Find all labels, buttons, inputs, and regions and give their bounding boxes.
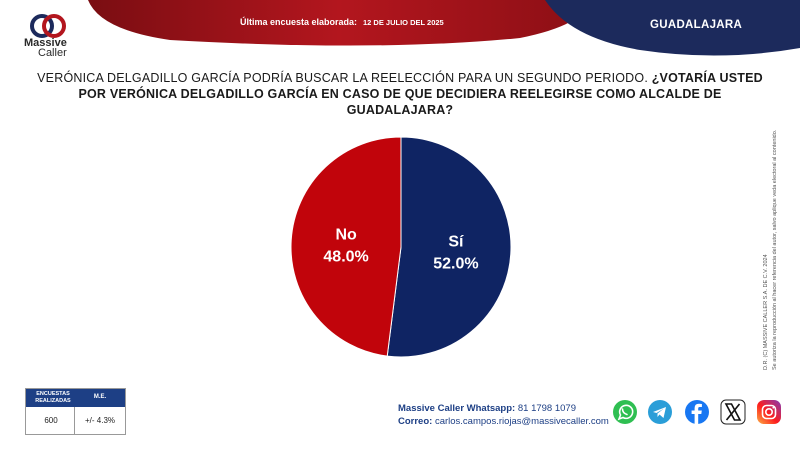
city-label: GUADALAJARA xyxy=(650,19,743,31)
telegram-icon[interactable] xyxy=(646,398,674,426)
facebook-icon[interactable] xyxy=(683,398,711,426)
whatsapp-contact: Massive Caller Whatsapp: 81 1798 1079 xyxy=(398,403,576,414)
header-background xyxy=(88,0,800,56)
pie-slice-no xyxy=(290,136,402,357)
pie-value-0: 52.0% xyxy=(433,255,478,272)
date-value: 12 DE JULIO DEL 2025 xyxy=(363,18,444,27)
email-contact: Correo: carlos.campos.riojas@massivecall… xyxy=(398,416,609,427)
copyright-note: D.R. (C) MASSIVE CALLER S.A. DE C.V. 202… xyxy=(763,130,778,370)
stats-header-me: M.E. xyxy=(93,394,107,400)
pie-chart: Sí 52.0% No 48.0% xyxy=(290,136,512,358)
whatsapp-number[interactable]: 81 1798 1079 xyxy=(517,403,576,414)
copyright-line2: Se autoriza la reproducción al hacer ref… xyxy=(772,129,778,370)
brand-sub: Caller xyxy=(38,47,67,59)
survey-question: VERÓNICA DELGADILLO GARCÍA PODRÍA BUSCAR… xyxy=(30,70,770,118)
pie-slice-s xyxy=(386,136,512,358)
instagram-icon[interactable] xyxy=(755,398,783,426)
pie-label-1: No xyxy=(335,227,357,244)
stats-divider xyxy=(74,407,75,434)
x-icon[interactable] xyxy=(719,398,747,426)
copyright-line1: D.R. (C) MASSIVE CALLER S.A. DE C.V. 202… xyxy=(763,254,769,370)
email-label: Correo: xyxy=(398,416,433,427)
stats-me-value: +/- 4.3% xyxy=(84,416,115,425)
survey-stats-table: ENCUESTAS REALIZADAS M.E. 600 +/- 4.3% xyxy=(25,388,126,435)
stats-surveys-value: 600 xyxy=(44,416,58,425)
stats-header: ENCUESTAS REALIZADAS M.E. xyxy=(26,389,125,407)
pie-value-1: 48.0% xyxy=(323,249,368,266)
question-intro: VERÓNICA DELGADILLO GARCÍA PODRÍA BUSCAR… xyxy=(37,71,649,85)
date-label: Última encuesta elaborada: xyxy=(240,17,358,27)
whatsapp-label: Massive Caller Whatsapp: xyxy=(398,403,516,414)
email-address[interactable]: carlos.campos.riojas@massivecaller.com xyxy=(434,416,609,427)
pie-label-0: Sí xyxy=(448,233,464,250)
stats-header-surveys: ENCUESTAS REALIZADAS xyxy=(35,391,71,404)
brand-name: Massive xyxy=(24,37,67,49)
whatsapp-icon[interactable] xyxy=(611,398,639,426)
massive-caller-logo xyxy=(30,14,66,38)
question-bold: ¿VOTARÍA USTED POR VERÓNICA DELGADILLO G… xyxy=(78,71,763,117)
